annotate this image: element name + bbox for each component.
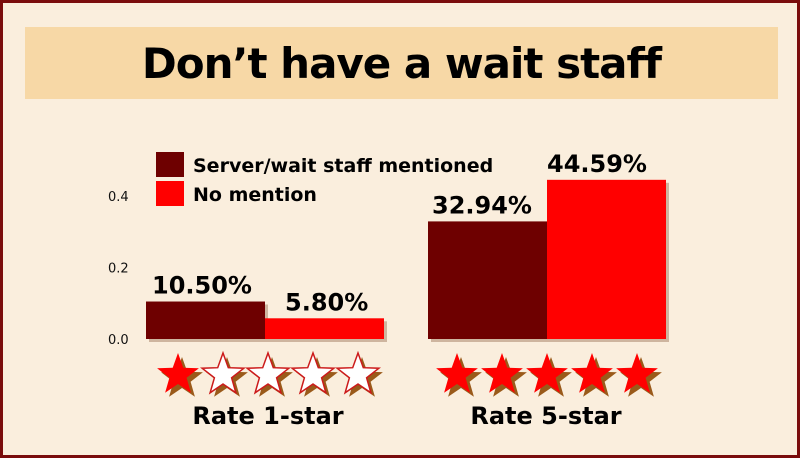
data-label: 32.94% (432, 191, 532, 219)
star-filled-icon (481, 353, 523, 393)
chart-title: Don’t have a wait staff (141, 38, 662, 88)
data-label: 44.59% (547, 150, 647, 178)
data-label: 5.80% (285, 288, 368, 316)
legend-swatch (156, 181, 184, 206)
legend-swatch (156, 152, 184, 177)
star-empty-icon (245, 350, 291, 395)
bar (547, 179, 666, 339)
bar (428, 221, 547, 339)
star-empty-icon (335, 350, 381, 395)
star-filled-icon (616, 353, 658, 393)
y-tick-label: 0.4 (108, 190, 129, 205)
y-tick-label: 0.2 (108, 262, 129, 277)
legend-label: No mention (193, 184, 317, 206)
star-filled-icon (526, 353, 568, 393)
star-filled-icon (571, 353, 613, 393)
star-empty-icon (290, 350, 336, 395)
star-empty-icon (200, 350, 246, 395)
title-banner: Don’t have a wait staff (25, 27, 778, 99)
data-label: 10.50% (152, 272, 252, 300)
category-label: Rate 1-star (192, 402, 343, 430)
legend-label: Server/wait staff mentioned (193, 155, 493, 177)
y-tick-label: 0.0 (108, 333, 129, 348)
bar (265, 318, 384, 339)
category-label: Rate 5-star (470, 402, 621, 430)
star-filled-icon (436, 353, 478, 393)
bar (146, 301, 265, 339)
star-filled-icon (157, 353, 199, 393)
